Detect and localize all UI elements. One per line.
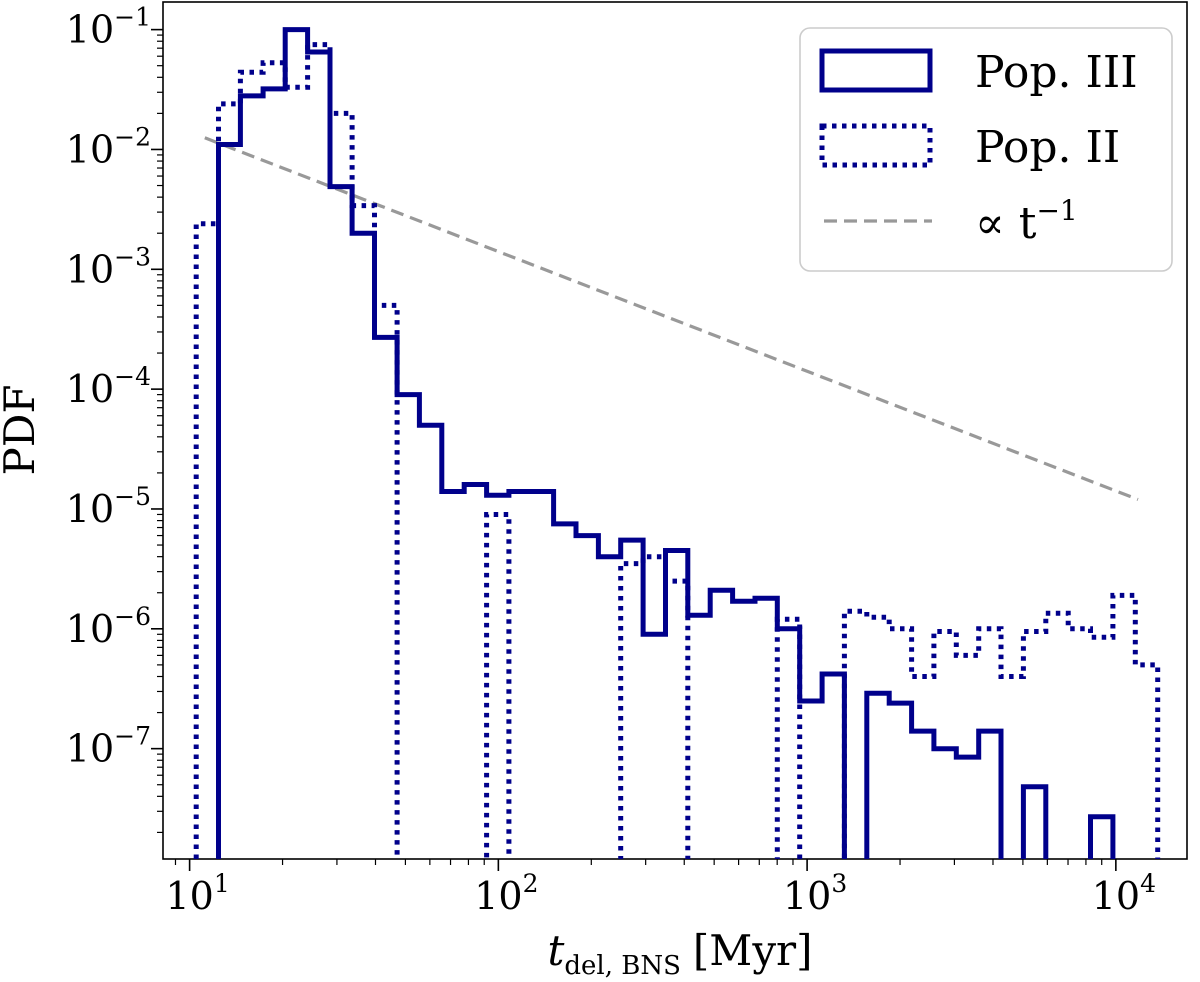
x-axis-tick-labels: 101 102 103 104 bbox=[165, 869, 1156, 918]
y-tick-label: 10−2 bbox=[66, 122, 151, 171]
x-tick-label: 103 bbox=[783, 869, 847, 918]
legend-entry-pop-ii: Pop. II bbox=[819, 122, 1120, 173]
y-axis-label: PDF bbox=[0, 384, 44, 475]
x-tick-label: 101 bbox=[165, 869, 229, 918]
x-tick-label: 104 bbox=[1092, 869, 1156, 918]
legend: Pop. III Pop. II ∝ t−1 bbox=[799, 27, 1173, 272]
x-tick-label: 102 bbox=[474, 869, 538, 918]
y-tick-label: 10−1 bbox=[66, 3, 151, 52]
y-tick-label: 10−7 bbox=[66, 722, 151, 771]
legend-entry-t-inverse: ∝ t−1 bbox=[824, 194, 1078, 249]
legend-label-pop-ii: Pop. II bbox=[975, 122, 1120, 173]
y-tick-label: 10−6 bbox=[66, 602, 151, 651]
y-axis-tick-labels: 10−7 10−6 10−5 10−4 10−3 10−2 10−1 bbox=[66, 3, 151, 771]
legend-swatch-solid bbox=[819, 48, 933, 93]
data-layer bbox=[193, 27, 1161, 859]
y-tick-label: 10−5 bbox=[66, 482, 151, 531]
x-axis-label: tdel, BNS [Myr] bbox=[547, 926, 812, 981]
legend-entry-pop-iii: Pop. III bbox=[819, 47, 1138, 98]
plot-frame bbox=[162, 1, 1188, 860]
series-pop-iii-step bbox=[216, 27, 1116, 859]
legend-label-t-inverse: ∝ t−1 bbox=[975, 194, 1078, 249]
axis-ticks bbox=[151, 28, 1117, 871]
series-t-inverse-reference-line bbox=[204, 136, 1139, 501]
legend-label-pop-iii: Pop. III bbox=[975, 47, 1138, 98]
y-tick-label: 10−4 bbox=[66, 362, 151, 411]
y-tick-label: 10−3 bbox=[66, 242, 151, 291]
legend-swatch-dotted bbox=[819, 123, 933, 168]
